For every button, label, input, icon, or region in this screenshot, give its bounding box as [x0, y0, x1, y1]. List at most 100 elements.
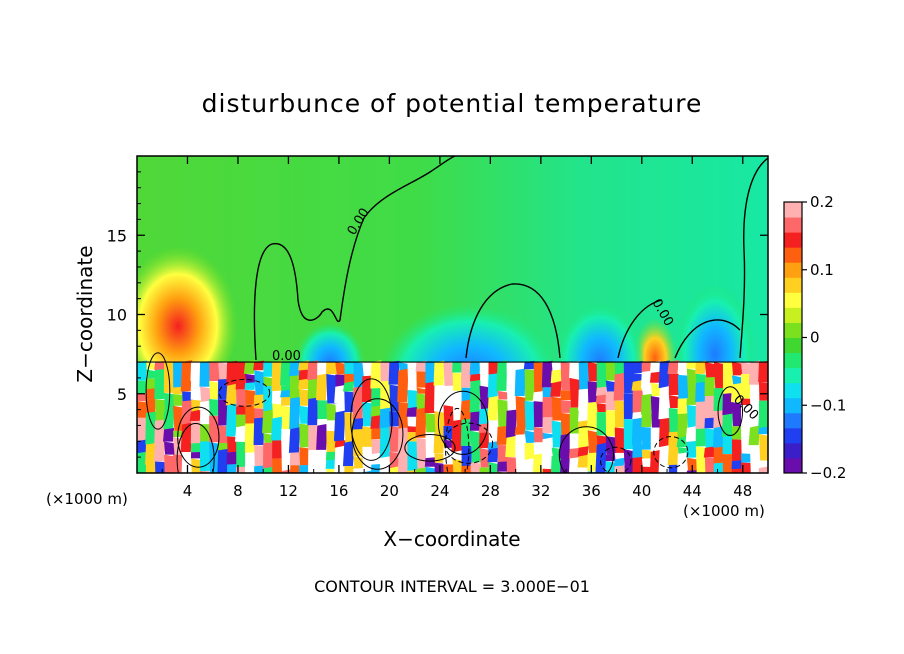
field-cell — [514, 425, 526, 435]
field-cell — [443, 362, 455, 387]
field-cell — [443, 405, 455, 426]
field-cell — [235, 361, 247, 390]
field-cell — [758, 360, 768, 382]
x-tick-label: 44 — [683, 482, 702, 500]
field-cell — [155, 399, 166, 421]
field-cell — [568, 457, 580, 473]
swirl-contour — [404, 434, 456, 462]
field-cell — [299, 405, 311, 424]
field-cell — [263, 385, 274, 412]
field-cell — [686, 404, 698, 428]
field-cell — [758, 381, 768, 401]
field-cell — [182, 391, 193, 402]
field-cell — [470, 462, 481, 473]
field-cell — [334, 385, 346, 404]
field-cell — [713, 462, 724, 473]
field-cell — [740, 426, 752, 454]
colorbar — [783, 201, 803, 474]
field-cell — [280, 360, 292, 386]
field-cell — [145, 464, 157, 473]
field-cell — [254, 408, 265, 419]
field-cell — [631, 380, 643, 391]
field-cell — [461, 361, 472, 388]
field-cell — [542, 468, 553, 473]
field-cell — [316, 423, 328, 450]
field-cell — [695, 446, 707, 473]
field-cell — [578, 409, 589, 422]
field-cell — [352, 386, 364, 419]
field-cell — [155, 461, 166, 473]
field-cell — [307, 360, 319, 381]
field-cell — [614, 465, 625, 473]
field-cell — [398, 362, 410, 371]
field-cell — [740, 398, 752, 406]
field-cell — [551, 362, 563, 371]
field-cell — [272, 403, 284, 419]
field-cell — [225, 383, 238, 406]
field-cell — [326, 373, 338, 404]
x-tick-label: 4 — [183, 482, 193, 500]
field-cell — [190, 380, 202, 400]
field-cell — [299, 389, 311, 406]
field-cell — [487, 373, 499, 398]
colorbar-swatch — [784, 352, 802, 369]
field-cell — [371, 428, 382, 440]
field-cell — [560, 456, 571, 473]
field-cell — [245, 373, 257, 384]
field-cell — [560, 362, 572, 391]
field-cell — [451, 419, 463, 453]
field-cell — [497, 461, 508, 472]
x-axis: 4 8 12 16 20 24 28 32 36 40 44 48 — [161, 156, 752, 500]
swirl-contour — [653, 436, 689, 469]
field-cell — [137, 439, 148, 454]
field-cell — [695, 381, 706, 402]
field-cell — [533, 401, 545, 428]
contour-label: 0.00 — [272, 349, 301, 364]
swirl-contour — [177, 406, 220, 468]
field-cell — [595, 394, 607, 404]
x-tick-label: 20 — [380, 482, 399, 500]
field-cell — [353, 467, 364, 473]
field-cell — [227, 464, 238, 473]
field-cell — [407, 416, 418, 427]
field-cell — [281, 397, 292, 406]
field-cell — [154, 360, 166, 371]
field-cell — [686, 457, 699, 471]
field-cell — [326, 468, 337, 473]
field-cell — [640, 393, 652, 415]
field-cell — [263, 466, 274, 473]
field-cell — [550, 381, 562, 397]
field-cell — [209, 381, 221, 399]
field-cell — [623, 419, 634, 450]
field-cell — [164, 441, 176, 455]
field-cell — [685, 426, 697, 442]
field-cell — [344, 391, 355, 413]
field-cell — [713, 387, 724, 412]
field-cell — [614, 452, 626, 460]
field-cell — [289, 375, 301, 399]
field-cell — [641, 466, 652, 473]
field-cell — [407, 362, 419, 391]
field-cell — [370, 452, 382, 465]
swirl-contour — [350, 378, 393, 461]
field-cell — [317, 361, 328, 376]
field-cell — [658, 360, 670, 389]
field-cell — [289, 396, 301, 430]
field-cell — [298, 378, 310, 390]
field-cell — [497, 444, 508, 462]
field-cell — [631, 417, 643, 446]
field-cell — [370, 415, 382, 429]
field-cell — [641, 458, 653, 467]
field-cell — [371, 388, 382, 407]
field-cell — [344, 466, 355, 473]
field-cell — [272, 440, 283, 459]
field-cell — [263, 376, 275, 386]
field-cell — [578, 467, 589, 473]
field-cell — [225, 403, 238, 437]
field-cell — [614, 400, 626, 428]
field-cell — [704, 395, 715, 419]
field-cell — [371, 439, 382, 455]
field-cell — [613, 372, 625, 401]
x-unit-left: (×1000 m) — [46, 490, 128, 508]
